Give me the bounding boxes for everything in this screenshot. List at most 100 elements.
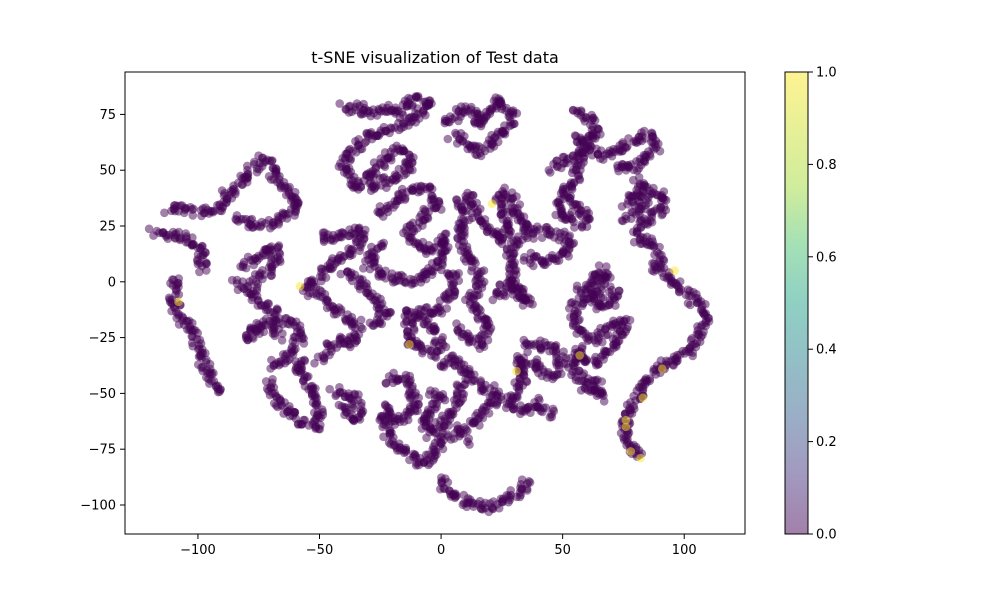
data-point <box>206 207 215 216</box>
data-point <box>505 493 514 503</box>
data-point <box>308 381 317 391</box>
cluster-0 <box>144 224 211 277</box>
data-point <box>385 406 394 416</box>
data-point <box>636 216 645 226</box>
data-point <box>671 279 681 288</box>
data-point <box>378 422 387 432</box>
data-point <box>571 367 581 377</box>
data-point <box>466 201 476 210</box>
data-point <box>278 329 287 338</box>
data-point <box>462 194 472 203</box>
data-point <box>457 214 466 223</box>
data-point <box>508 286 517 295</box>
data-point <box>442 304 452 313</box>
data-point <box>381 379 391 388</box>
data-point <box>245 325 255 335</box>
cluster-30 <box>436 473 535 517</box>
cluster-7 <box>261 355 328 434</box>
data-point <box>270 331 280 341</box>
data-point <box>227 275 237 285</box>
data-point <box>629 175 638 185</box>
data-point <box>351 102 360 112</box>
data-point <box>369 321 379 330</box>
data-point <box>260 302 270 311</box>
data-point <box>649 367 658 376</box>
data-point <box>623 142 632 151</box>
cluster-13 <box>359 181 453 289</box>
data-point <box>359 264 368 273</box>
data-point <box>257 321 267 331</box>
data-point <box>341 315 351 325</box>
data-point <box>356 315 366 325</box>
y-tick-label: 75 <box>99 108 116 123</box>
data-point <box>593 124 603 133</box>
data-point <box>398 188 407 198</box>
data-point <box>647 240 657 250</box>
data-point <box>462 502 472 512</box>
data-point <box>231 214 240 224</box>
y-axis: 75 50 25 0 −25 −50 −75 −100 <box>80 108 125 513</box>
data-point <box>244 333 253 343</box>
data-point <box>355 246 364 256</box>
cluster-5 <box>236 241 285 292</box>
data-point <box>625 440 634 449</box>
data-point <box>193 256 202 266</box>
data-point <box>243 161 252 171</box>
data-point <box>415 218 424 227</box>
cluster-1 <box>160 197 231 221</box>
data-point-class-1 <box>636 453 645 463</box>
data-point <box>429 203 439 213</box>
cluster-11 <box>325 383 368 426</box>
data-point <box>617 202 627 211</box>
data-point <box>552 227 561 236</box>
data-point <box>509 401 518 410</box>
data-point <box>426 245 436 255</box>
data-point <box>443 134 453 144</box>
data-point <box>266 271 276 281</box>
colorbar-tick-label: 1.0 <box>816 66 837 81</box>
data-point <box>530 358 540 367</box>
data-point <box>552 360 562 370</box>
data-point <box>384 419 394 428</box>
x-tick-label: 50 <box>554 543 571 558</box>
data-point <box>268 156 277 165</box>
data-point <box>317 276 326 286</box>
data-point <box>572 281 582 291</box>
data-point <box>466 288 475 298</box>
data-point <box>583 282 593 291</box>
data-point <box>254 251 263 261</box>
data-point <box>452 195 462 205</box>
cluster-18 <box>452 183 536 354</box>
data-point <box>344 146 354 155</box>
data-point <box>523 479 532 488</box>
data-point <box>578 137 587 147</box>
data-point <box>318 407 328 417</box>
data-point <box>399 448 409 458</box>
data-point <box>426 323 436 333</box>
data-point <box>605 287 614 297</box>
data-point <box>650 250 659 260</box>
data-point <box>424 100 433 110</box>
x-tick-label: 100 <box>672 543 697 558</box>
data-point <box>202 259 211 268</box>
data-point <box>403 410 413 420</box>
data-point <box>188 233 197 242</box>
data-point <box>245 277 254 286</box>
data-point <box>310 359 319 368</box>
data-point <box>465 337 474 346</box>
cluster-15 <box>375 368 474 470</box>
colorbar-tick-label: 0.4 <box>816 343 837 358</box>
data-point <box>266 251 276 261</box>
data-point <box>250 160 259 169</box>
data-point <box>202 266 211 275</box>
data-point <box>624 134 633 143</box>
data-point <box>558 352 568 361</box>
data-point <box>693 322 702 331</box>
cluster-8 <box>298 280 367 368</box>
data-point <box>425 183 434 193</box>
data-point <box>293 360 302 370</box>
data-point-class-1 <box>487 199 497 208</box>
data-point <box>593 149 603 159</box>
cluster-2 <box>164 274 225 397</box>
